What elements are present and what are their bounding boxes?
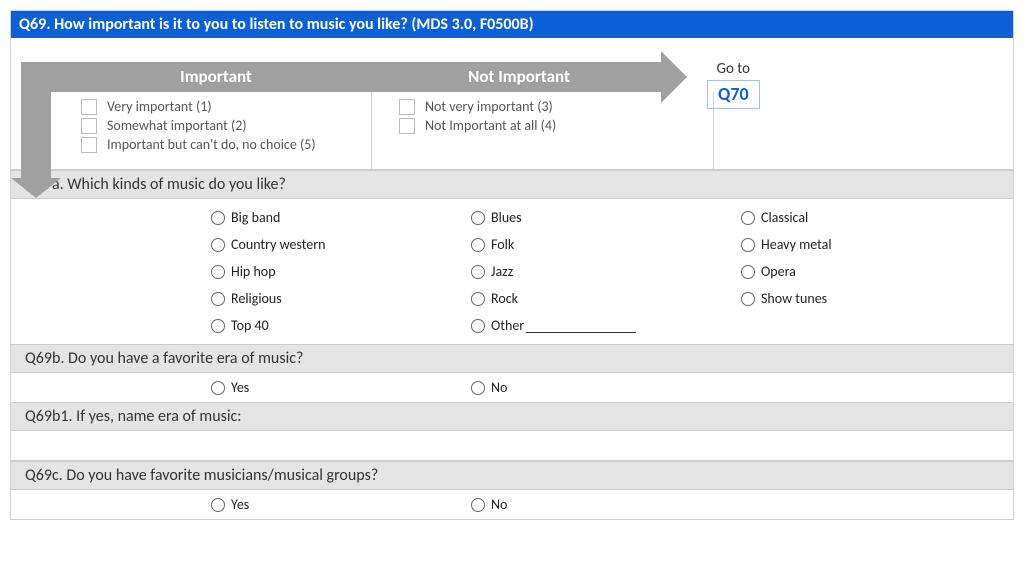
radio-option[interactable]: Big band — [211, 209, 471, 226]
q69a-header: Q69a. Which kinds of music do you like? — [11, 170, 1013, 199]
radio-icon — [471, 211, 485, 225]
goto-link[interactable]: Q70 — [707, 80, 760, 109]
radio-option[interactable]: Opera — [741, 263, 1011, 280]
option-label: Heavy metal — [761, 236, 832, 253]
option-label: Religious — [231, 290, 282, 307]
radio-option[interactable]: Religious — [211, 290, 471, 307]
option-label: Hip hop — [231, 263, 276, 280]
radio-option[interactable]: Country western — [211, 236, 471, 253]
radio-no[interactable]: No — [471, 496, 741, 513]
radio-icon — [211, 211, 225, 225]
option-label: Folk — [491, 236, 514, 253]
other-input-line[interactable] — [526, 319, 636, 333]
important-options: Very important (1) Somewhat important (2… — [81, 96, 316, 155]
question-form: Q69. How important is it to you to liste… — [10, 10, 1014, 520]
not-important-options: Not very important (3) Not Important at … — [399, 96, 556, 136]
option-label: No — [491, 496, 507, 513]
branch-label-important: Important — [61, 62, 371, 92]
question-header: Q69. How important is it to you to liste… — [11, 11, 1013, 38]
radio-option[interactable]: Show tunes — [741, 290, 1011, 307]
q69b-options: Yes No — [11, 373, 1013, 402]
q69c-header: Q69c. Do you have favorite musicians/mus… — [11, 461, 1013, 490]
goto-label: Go to — [707, 60, 760, 78]
checkbox-option[interactable]: Very important (1) — [81, 98, 316, 115]
radio-option[interactable]: Folk — [471, 236, 741, 253]
radio-icon — [211, 265, 225, 279]
radio-icon — [211, 238, 225, 252]
checkbox-icon — [81, 137, 97, 153]
radio-option[interactable]: Blues — [471, 209, 741, 226]
checkbox-option[interactable]: Somewhat important (2) — [81, 117, 316, 134]
radio-option[interactable]: Classical — [741, 209, 1011, 226]
q69a-options: Big band Blues Classical Country western… — [11, 199, 1013, 344]
radio-icon — [211, 498, 225, 512]
option-label: Not very important (3) — [425, 98, 553, 115]
branch-label-not-important: Not Important — [399, 62, 639, 92]
divider — [371, 92, 372, 170]
radio-icon — [471, 265, 485, 279]
option-label: Yes — [231, 496, 249, 513]
radio-icon — [741, 292, 755, 306]
option-label: Somewhat important (2) — [107, 117, 247, 134]
checkbox-icon — [399, 99, 415, 115]
checkbox-option[interactable]: Not Important at all (4) — [399, 117, 556, 134]
radio-no[interactable]: No — [471, 379, 741, 396]
radio-icon — [471, 319, 485, 333]
radio-icon — [741, 211, 755, 225]
radio-option-other[interactable]: Other — [471, 317, 741, 334]
checkbox-option[interactable]: Important but can't do, no choice (5) — [81, 136, 316, 153]
option-label: Jazz — [491, 263, 513, 280]
radio-option[interactable]: Hip hop — [211, 263, 471, 280]
checkbox-option[interactable]: Not very important (3) — [399, 98, 556, 115]
checkbox-icon — [399, 118, 415, 134]
option-label: Important but can't do, no choice (5) — [107, 136, 316, 153]
radio-icon — [211, 292, 225, 306]
option-label: Blues — [491, 209, 522, 226]
radio-icon — [471, 238, 485, 252]
option-label: Classical — [761, 209, 808, 226]
option-label: Big band — [231, 209, 280, 226]
radio-icon — [741, 238, 755, 252]
option-label: No — [491, 379, 507, 396]
option-label: Yes — [231, 379, 249, 396]
radio-option[interactable]: Heavy metal — [741, 236, 1011, 253]
radio-option[interactable]: Top 40 — [211, 317, 471, 334]
radio-option[interactable]: Jazz — [471, 263, 741, 280]
option-label: Top 40 — [231, 317, 269, 334]
q69c-options: Yes No — [11, 490, 1013, 519]
option-label: Show tunes — [761, 290, 827, 307]
option-label: Country western — [231, 236, 325, 253]
q69b-header: Q69b. Do you have a favorite era of musi… — [11, 344, 1013, 373]
radio-option[interactable]: Rock — [471, 290, 741, 307]
option-label: Other — [491, 317, 524, 334]
q69b1-input-area[interactable] — [11, 431, 1013, 461]
goto-box: Go to Q70 — [707, 60, 760, 109]
radio-yes[interactable]: Yes — [211, 496, 471, 513]
radio-icon — [741, 265, 755, 279]
radio-yes[interactable]: Yes — [211, 379, 471, 396]
radio-icon — [471, 381, 485, 395]
radio-icon — [211, 381, 225, 395]
radio-icon — [471, 498, 485, 512]
radio-icon — [471, 292, 485, 306]
option-label: Opera — [761, 263, 796, 280]
q69b1-header: Q69b1. If yes, name era of music: — [11, 402, 1013, 431]
radio-icon — [211, 319, 225, 333]
branch-area: Important Not Important Very important (… — [11, 38, 1013, 170]
option-label: Not Important at all (4) — [425, 117, 556, 134]
option-label: Rock — [491, 290, 518, 307]
checkbox-icon — [81, 118, 97, 134]
checkbox-icon — [81, 99, 97, 115]
option-label: Very important (1) — [107, 98, 212, 115]
